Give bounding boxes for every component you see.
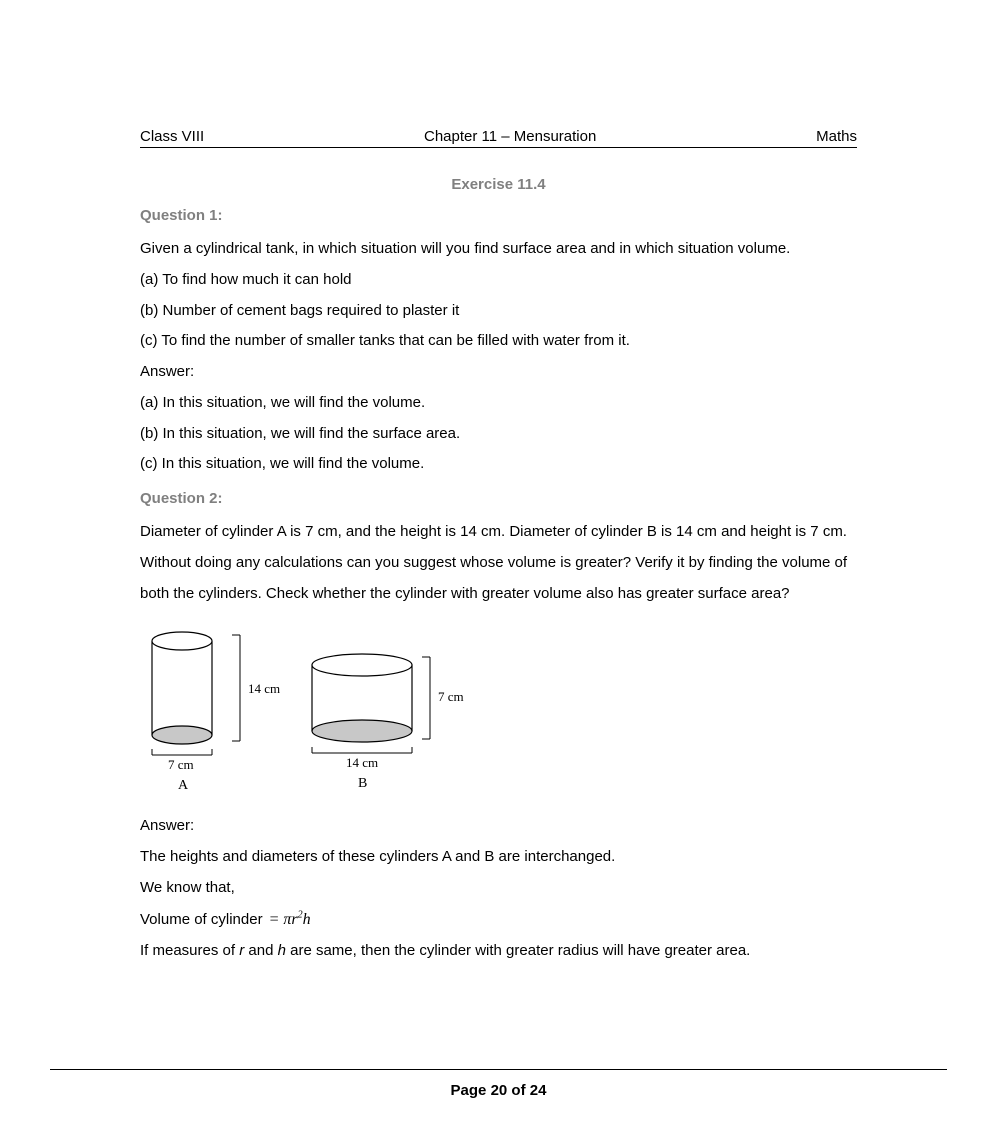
subject-label: Maths bbox=[816, 128, 857, 145]
cyl-a-diameter-label: 7 cm bbox=[168, 757, 194, 772]
q1-option-c: (c) To find the number of smaller tanks … bbox=[140, 326, 857, 357]
q1-option-b: (b) Number of cement bags required to pl… bbox=[140, 296, 857, 327]
q1-option-a: (a) To find how much it can hold bbox=[140, 265, 857, 296]
question-2-heading: Question 2: bbox=[140, 490, 857, 507]
exercise-title: Exercise 11.4 bbox=[140, 176, 857, 193]
cylinders-figure: 14 cm 7 cm A 7 cm 14 cm B bbox=[140, 623, 857, 797]
q2-answer-label: Answer: bbox=[140, 811, 857, 842]
footer-rule bbox=[50, 1069, 947, 1070]
cyl-a-height-label: 14 cm bbox=[248, 681, 280, 696]
page-header: Class VIII Chapter 11 – Mensuration Math… bbox=[140, 128, 857, 148]
page-footer: Page 20 of 24 bbox=[0, 1069, 997, 1099]
q2-text: Diameter of cylinder A is 7 cm, and the … bbox=[140, 517, 857, 609]
question-1-body: Given a cylindrical tank, in which situa… bbox=[140, 234, 857, 480]
q1-answer-label: Answer: bbox=[140, 357, 857, 388]
q2-ans-line2: We know that, bbox=[140, 873, 857, 904]
q2-vol-label: Volume of cylinder bbox=[140, 905, 263, 936]
cylinder-b: 7 cm 14 cm B bbox=[312, 654, 464, 791]
volume-formula: = πr2h bbox=[269, 904, 311, 937]
class-label: Class VIII bbox=[140, 128, 204, 145]
cyl-a-name: A bbox=[178, 778, 189, 793]
q1-intro: Given a cylindrical tank, in which situa… bbox=[140, 234, 857, 265]
question-1-heading: Question 1: bbox=[140, 207, 857, 224]
cyl-b-name: B bbox=[358, 776, 367, 791]
q1-answer-a: (a) In this situation, we will find the … bbox=[140, 388, 857, 419]
cylinder-a: 14 cm 7 cm A bbox=[152, 632, 280, 793]
question-2-body: Diameter of cylinder A is 7 cm, and the … bbox=[140, 517, 857, 609]
page-number: Page 20 of 24 bbox=[0, 1082, 997, 1099]
q2-volume-line: Volume of cylinder = πr2h bbox=[140, 904, 857, 937]
q2-ans-line3: If measures of r and h are same, then th… bbox=[140, 936, 857, 967]
q1-answer-c: (c) In this situation, we will find the … bbox=[140, 449, 857, 480]
chapter-label: Chapter 11 – Mensuration bbox=[424, 128, 596, 145]
cylinders-svg: 14 cm 7 cm A 7 cm 14 cm B bbox=[140, 623, 470, 793]
cyl-b-diameter-label: 14 cm bbox=[346, 755, 378, 770]
q1-answer-b: (b) In this situation, we will find the … bbox=[140, 419, 857, 450]
question-2-answer: Answer: The heights and diameters of the… bbox=[140, 811, 857, 967]
q2-ans-line1: The heights and diameters of these cylin… bbox=[140, 842, 857, 873]
cyl-b-height-label: 7 cm bbox=[438, 689, 464, 704]
